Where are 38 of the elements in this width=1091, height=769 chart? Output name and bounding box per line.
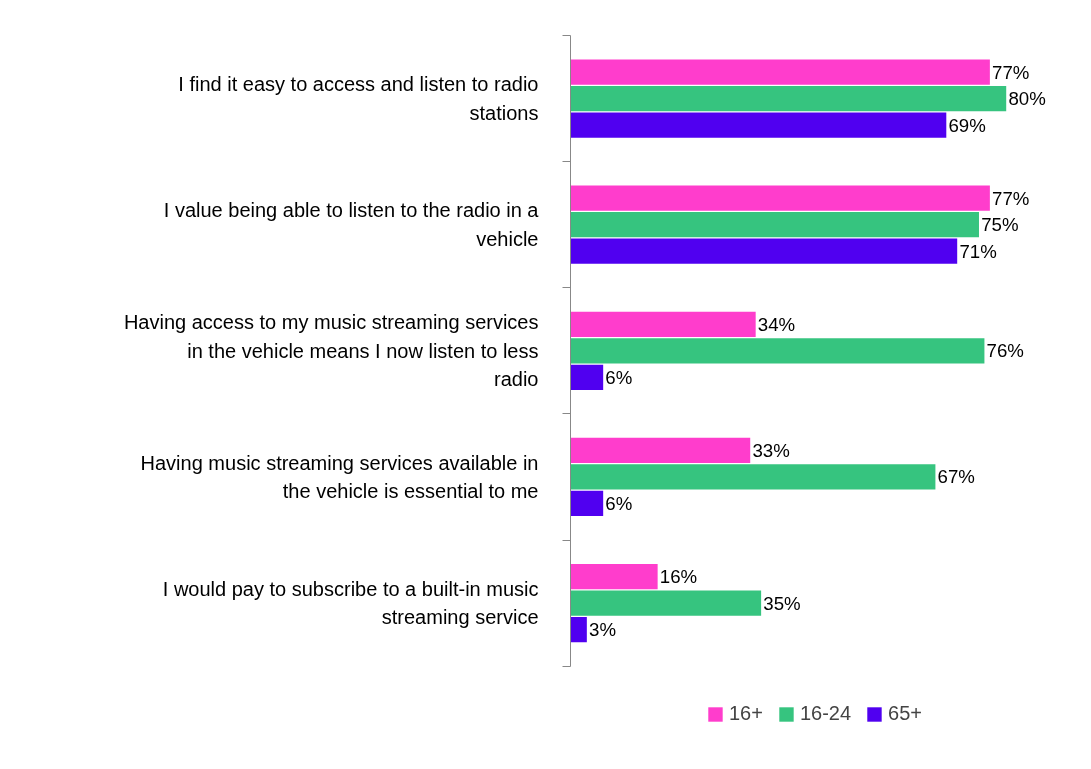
data-label: 71% <box>959 240 997 262</box>
y-tick-label: I find it easy to access and listen to radio stations <box>178 73 539 124</box>
data-label: 80% <box>1008 88 1046 110</box>
bar <box>570 85 1007 112</box>
data-label: 6% <box>605 492 633 514</box>
data-label: 3% <box>589 619 616 641</box>
legend-label: 16-24 <box>799 702 852 725</box>
data-label: 77% <box>992 61 1030 83</box>
bar <box>570 112 947 138</box>
data-label: 33% <box>752 439 790 461</box>
data-label: 34% <box>757 313 796 335</box>
bar <box>570 590 762 616</box>
bar <box>570 238 958 264</box>
data-label: 67% <box>937 466 975 488</box>
data-label: 76% <box>986 340 1024 362</box>
data-label: 16% <box>659 566 698 588</box>
bar <box>570 490 604 517</box>
y-tick-label: Having music streaming services available in the vehicle is essential to me <box>140 451 539 503</box>
bar <box>570 563 658 590</box>
legend-label: 16+ <box>728 702 763 725</box>
bar <box>570 185 990 211</box>
bar <box>570 364 604 390</box>
y-tick-label: I would pay to subscribe to a built-in music streaming service <box>162 577 539 629</box>
bar <box>570 464 936 490</box>
data-label: 69% <box>948 114 986 136</box>
bar <box>570 437 751 464</box>
data-label: 35% <box>763 592 801 614</box>
bar <box>570 212 979 238</box>
y-tick-label: Having access to my music streaming services in the vehicle means I now listen to less radio <box>123 311 539 391</box>
bar <box>570 311 756 337</box>
legend-label: 65+ <box>888 702 923 725</box>
data-label: 75% <box>981 214 1019 236</box>
bar <box>570 59 990 85</box>
bar <box>570 616 587 643</box>
y-tick-label: I value being able to listen to the radio in a vehicle <box>163 199 540 250</box>
data-label: 6% <box>605 366 633 388</box>
data-label: 77% <box>992 187 1030 209</box>
bar <box>570 338 985 364</box>
